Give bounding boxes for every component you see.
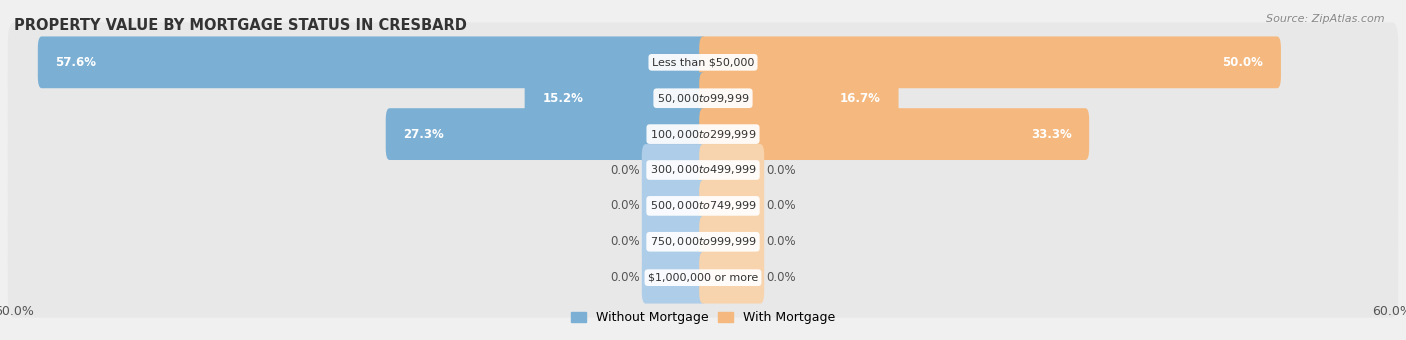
FancyBboxPatch shape bbox=[699, 216, 765, 268]
Text: 0.0%: 0.0% bbox=[766, 164, 796, 176]
Text: 57.6%: 57.6% bbox=[55, 56, 97, 69]
Text: 0.0%: 0.0% bbox=[610, 271, 640, 284]
FancyBboxPatch shape bbox=[524, 72, 707, 124]
FancyBboxPatch shape bbox=[641, 180, 707, 232]
Text: $750,000 to $999,999: $750,000 to $999,999 bbox=[650, 235, 756, 248]
FancyBboxPatch shape bbox=[8, 202, 1398, 282]
FancyBboxPatch shape bbox=[641, 216, 707, 268]
Text: Less than $50,000: Less than $50,000 bbox=[652, 57, 754, 67]
FancyBboxPatch shape bbox=[641, 252, 707, 304]
Text: $1,000,000 or more: $1,000,000 or more bbox=[648, 273, 758, 283]
Text: PROPERTY VALUE BY MORTGAGE STATUS IN CRESBARD: PROPERTY VALUE BY MORTGAGE STATUS IN CRE… bbox=[14, 18, 467, 33]
Text: 33.3%: 33.3% bbox=[1031, 128, 1071, 141]
FancyBboxPatch shape bbox=[8, 238, 1398, 318]
FancyBboxPatch shape bbox=[699, 144, 765, 196]
Text: 16.7%: 16.7% bbox=[841, 92, 882, 105]
Text: $500,000 to $749,999: $500,000 to $749,999 bbox=[650, 199, 756, 212]
Text: 0.0%: 0.0% bbox=[610, 199, 640, 212]
Text: 0.0%: 0.0% bbox=[610, 235, 640, 248]
FancyBboxPatch shape bbox=[699, 36, 1281, 88]
FancyBboxPatch shape bbox=[699, 180, 765, 232]
FancyBboxPatch shape bbox=[699, 72, 898, 124]
Text: 27.3%: 27.3% bbox=[404, 128, 444, 141]
Text: Source: ZipAtlas.com: Source: ZipAtlas.com bbox=[1267, 14, 1385, 23]
FancyBboxPatch shape bbox=[699, 108, 1090, 160]
FancyBboxPatch shape bbox=[8, 22, 1398, 102]
FancyBboxPatch shape bbox=[385, 108, 707, 160]
Text: 0.0%: 0.0% bbox=[766, 271, 796, 284]
Text: 50.0%: 50.0% bbox=[1222, 56, 1264, 69]
Text: $50,000 to $99,999: $50,000 to $99,999 bbox=[657, 92, 749, 105]
FancyBboxPatch shape bbox=[38, 36, 707, 88]
FancyBboxPatch shape bbox=[8, 166, 1398, 246]
FancyBboxPatch shape bbox=[641, 144, 707, 196]
Text: 0.0%: 0.0% bbox=[766, 235, 796, 248]
Text: 0.0%: 0.0% bbox=[610, 164, 640, 176]
Legend: Without Mortgage, With Mortgage: Without Mortgage, With Mortgage bbox=[565, 306, 841, 329]
FancyBboxPatch shape bbox=[8, 130, 1398, 210]
FancyBboxPatch shape bbox=[699, 252, 765, 304]
FancyBboxPatch shape bbox=[8, 94, 1398, 174]
FancyBboxPatch shape bbox=[8, 58, 1398, 138]
Text: 15.2%: 15.2% bbox=[543, 92, 583, 105]
Text: $300,000 to $499,999: $300,000 to $499,999 bbox=[650, 164, 756, 176]
Text: 0.0%: 0.0% bbox=[766, 199, 796, 212]
Text: $100,000 to $299,999: $100,000 to $299,999 bbox=[650, 128, 756, 141]
